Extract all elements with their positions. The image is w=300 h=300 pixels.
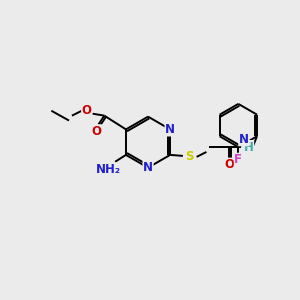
Text: F: F (234, 153, 242, 166)
Text: O: O (82, 104, 92, 117)
Text: O: O (224, 158, 234, 171)
Text: N: N (239, 133, 249, 146)
Text: N: N (143, 161, 153, 174)
Text: S: S (185, 150, 194, 164)
Text: NH₂: NH₂ (96, 163, 121, 176)
Text: N: N (165, 123, 175, 136)
Text: H: H (244, 141, 254, 154)
Text: O: O (92, 125, 101, 138)
